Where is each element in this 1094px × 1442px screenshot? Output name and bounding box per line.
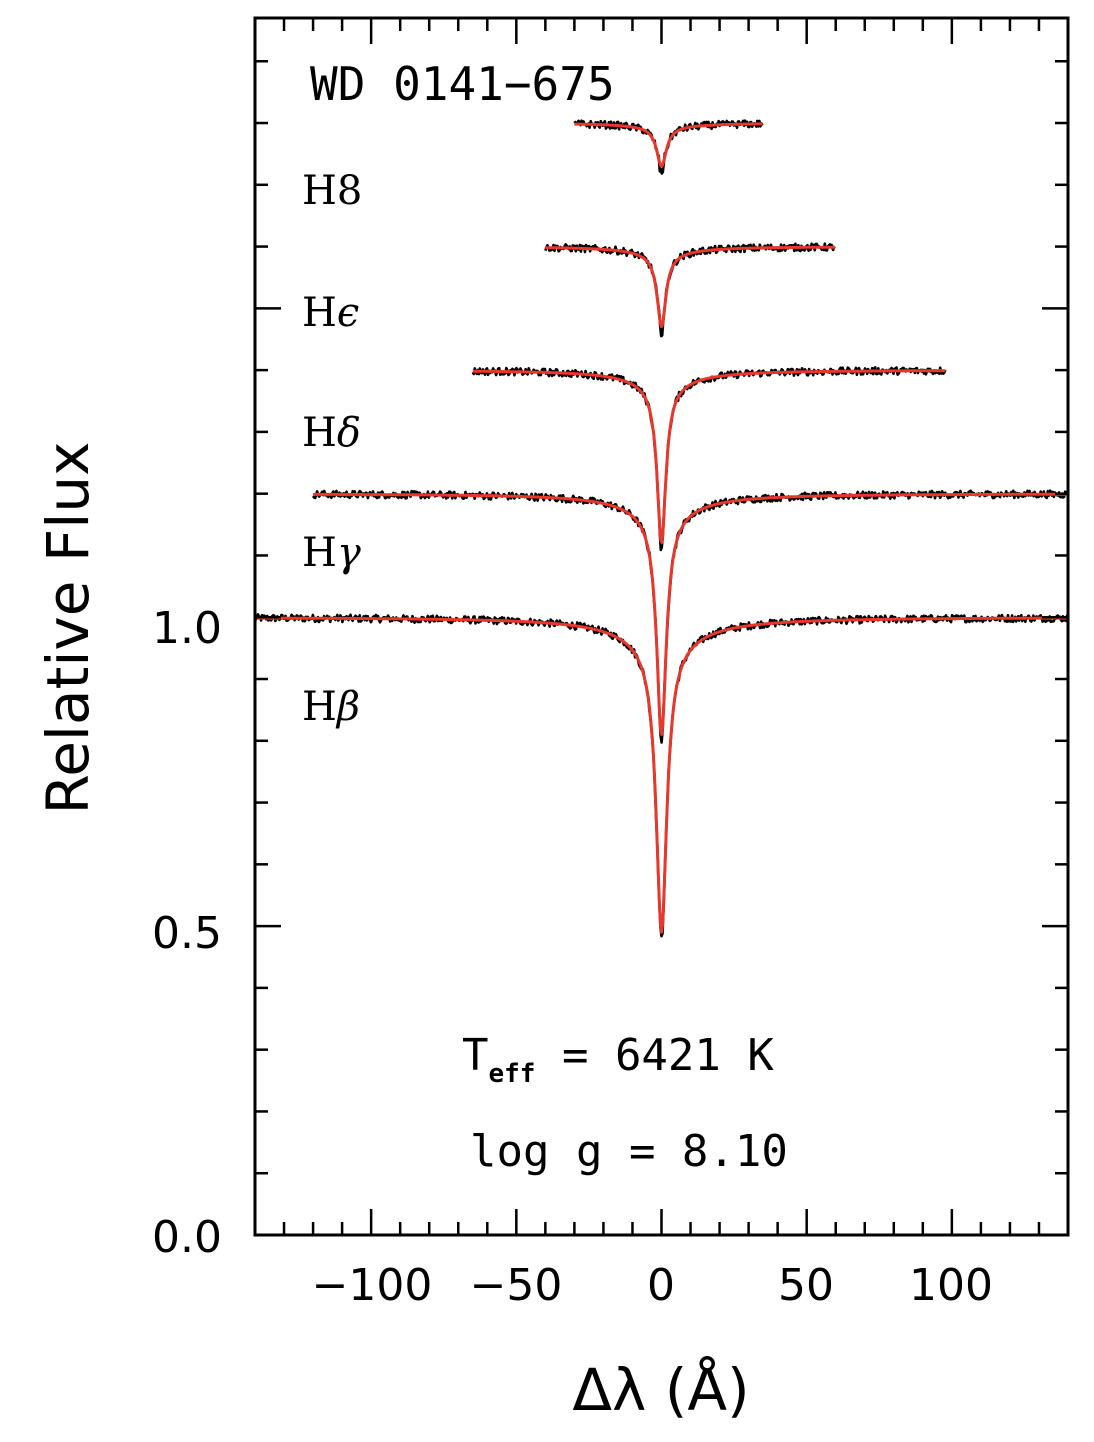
- model-fit-3: [544, 245, 836, 329]
- model-fit-4: [573, 122, 763, 168]
- y-axis-label: Relative Flux: [34, 442, 102, 815]
- x-tick-label-neg50: −50: [470, 1260, 563, 1311]
- model-fit-2: [472, 369, 946, 545]
- line-label-hgamma: Hγ: [302, 530, 361, 576]
- line-label-hgamma-base: H: [302, 530, 337, 576]
- line-label-hdelta-greek: δ: [337, 410, 361, 456]
- line-label-h8-suffix: 8: [337, 168, 362, 214]
- line-label-hdelta: Hδ: [302, 410, 361, 456]
- observed-spectrum-2: [471, 366, 947, 552]
- tick-labels: −100 −50 0 50 100 0.0 0.5 1.0: [152, 603, 993, 1311]
- x-tick-label-0: 0: [647, 1260, 675, 1311]
- line-label-hepsilon-greek: ϵ: [337, 290, 359, 336]
- observed-spectra: [253, 119, 1069, 938]
- model-fits: [254, 122, 1069, 934]
- model-fit-0: [254, 616, 1069, 934]
- line-label-hbeta-greek: β: [335, 684, 360, 730]
- y-tick-label-0.0: 0.0: [152, 1212, 222, 1263]
- line-label-hgamma-greek: γ: [337, 530, 361, 576]
- svg-text:Hγ: Hγ: [302, 530, 361, 576]
- svg-text:Hϵ: Hϵ: [302, 290, 359, 336]
- x-tick-label-100: 100: [909, 1260, 993, 1311]
- line-label-hbeta-base: H: [302, 684, 337, 730]
- x-tick-label-neg100: −100: [312, 1260, 433, 1311]
- x-axis-label: Δλ (Å): [572, 1355, 749, 1424]
- teff-subscript: eff: [489, 1059, 536, 1089]
- line-label-hepsilon-base: H: [302, 290, 337, 336]
- observed-spectrum-3: [544, 242, 836, 338]
- model-fit-1: [312, 492, 1068, 736]
- svg-text:Hδ: Hδ: [302, 410, 361, 456]
- line-label-hepsilon: Hϵ: [302, 290, 359, 336]
- svg-text:Hβ: Hβ: [302, 684, 360, 730]
- axis-ticks: [253, 18, 1070, 1237]
- teff-value: = 6421 K: [535, 1030, 774, 1081]
- x-tick-label-50: 50: [778, 1260, 834, 1311]
- y-tick-label-0.5: 0.5: [152, 908, 222, 959]
- logg-annotation: log g = 8.10: [470, 1126, 788, 1177]
- svg-text:H8: H8: [302, 168, 362, 214]
- line-label-hbeta: Hβ: [302, 684, 360, 730]
- teff-annotation: Teff = 6421 K: [462, 1030, 774, 1089]
- line-label-hdelta-base: H: [302, 410, 337, 456]
- observed-spectrum-0: [253, 613, 1069, 938]
- line-label-h8-base: H: [302, 168, 337, 214]
- line-label-h8: H8: [302, 168, 362, 214]
- chart-title: WD 0141−675: [310, 57, 615, 111]
- y-tick-label-1.0: 1.0: [152, 603, 222, 654]
- teff-symbol: T: [462, 1030, 489, 1081]
